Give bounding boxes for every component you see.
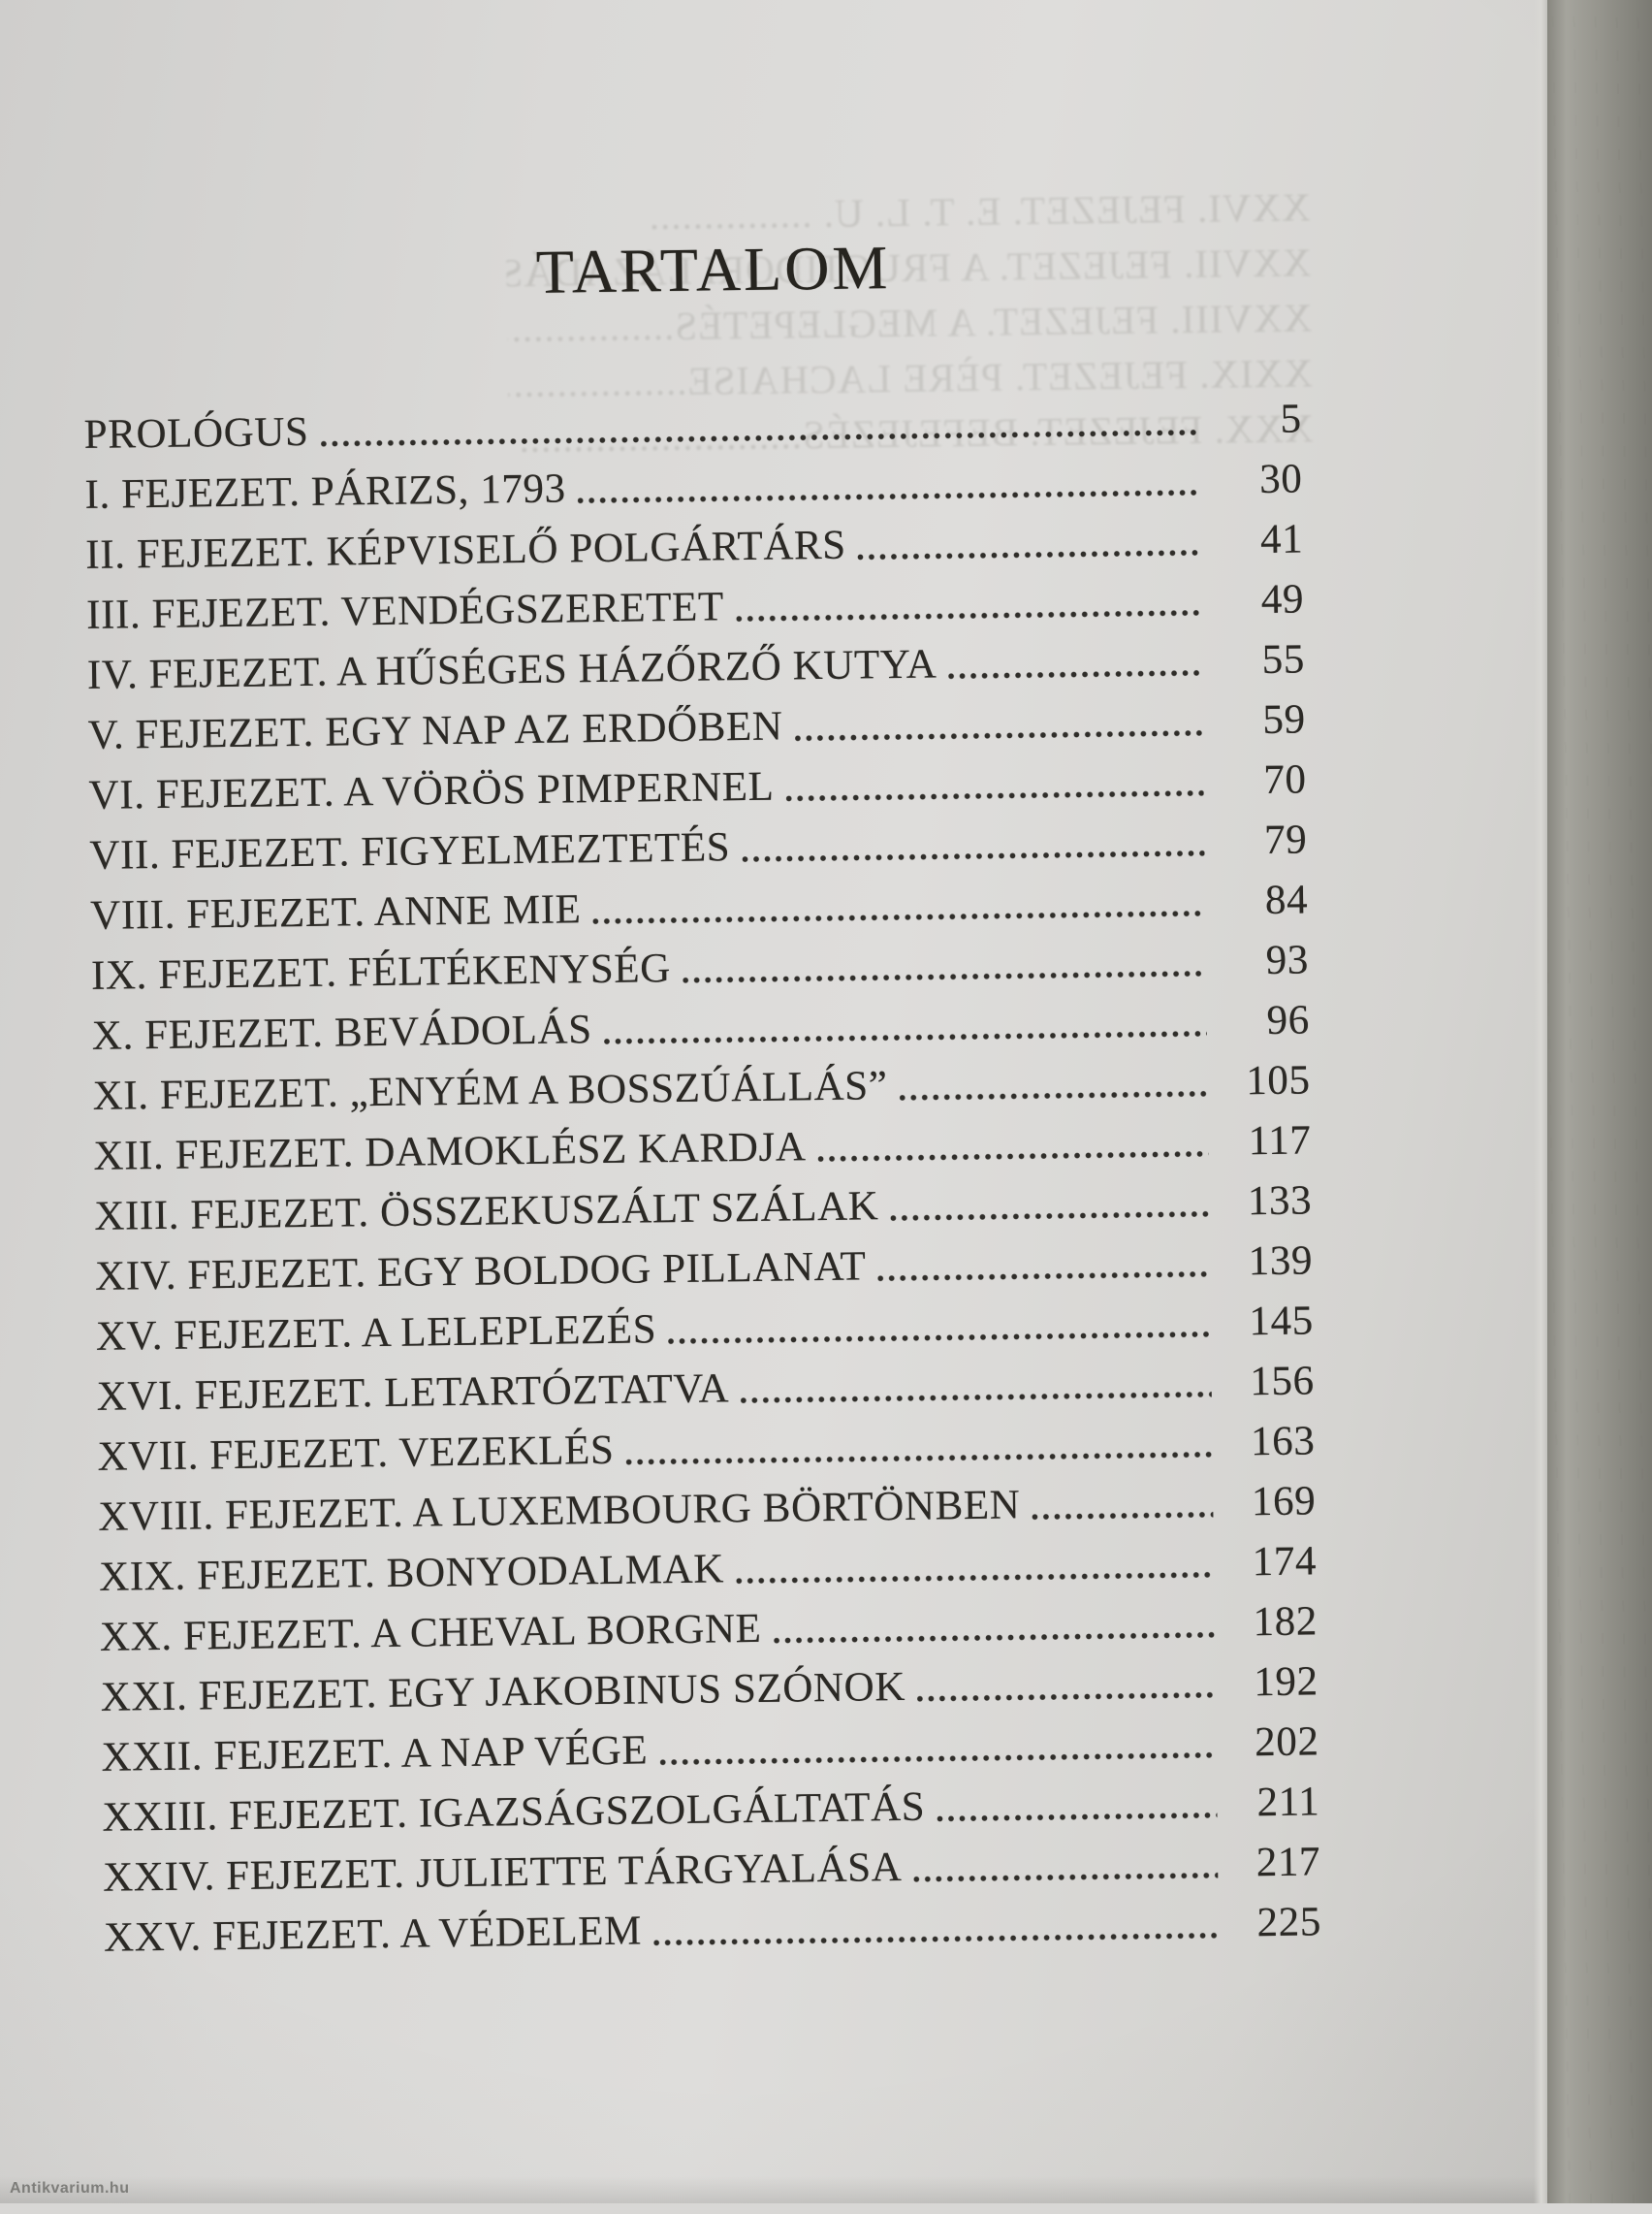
dot-leader (899, 1089, 1208, 1102)
toc-entry-page-number: 202 (1254, 1718, 1319, 1766)
toc-entry-label: V. FEJEZET. EGY NAP AZ ERDŐBEN (87, 703, 783, 758)
dot-leader (794, 728, 1203, 743)
dot-leader (773, 1630, 1216, 1645)
toc-entry-label: XII. FEJEZET. DAMOKLÉSZ KARDJA (93, 1124, 807, 1179)
scan-watermark: Antikvarium.hu (10, 2180, 130, 2197)
toc-entry-page-number: 174 (1252, 1538, 1318, 1586)
toc-entry-page-number: 145 (1249, 1298, 1315, 1345)
toc-entry-page-number: 59 (1262, 696, 1307, 744)
toc-entry-label: II. FEJEZET. KÉPVISELŐ POLGÁRTÁRS (85, 522, 847, 578)
toc-entry-label: XVIII. FEJEZET. A LUXEMBOURG BÖRTÖNBEN (98, 1482, 1021, 1540)
toc-entry-page-number: 93 (1265, 937, 1310, 984)
toc-entry-page-number: 41 (1259, 516, 1304, 563)
toc-entry-label: VII. FEJEZET. FIGYELMEZTETÉS (89, 824, 731, 879)
toc-entry-page-number: 211 (1256, 1779, 1320, 1826)
dot-leader (890, 1209, 1210, 1223)
dot-leader (682, 969, 1207, 984)
dot-leader (948, 668, 1203, 681)
toc-entry-page-number: 217 (1255, 1839, 1321, 1886)
dot-leader (817, 1149, 1209, 1164)
toc-entry-label: PROLÓGUS (83, 408, 309, 458)
toc-entry-page-number: 96 (1266, 997, 1311, 1044)
dot-leader (592, 909, 1206, 926)
toc-entry-page-number: 169 (1251, 1478, 1317, 1525)
toc-entry-label: XIX. FEJEZET. BONYODALMAK (98, 1546, 725, 1600)
toc-entry-page-number: 55 (1261, 636, 1306, 684)
toc-entry-label: III. FEJEZET. VENDÉGSZERETET (85, 584, 725, 638)
toc-entry-page-number: 192 (1254, 1658, 1318, 1706)
toc-entry-label: X. FEJEZET. BEVÁDOLÁS (91, 1007, 592, 1059)
dot-leader (937, 1811, 1218, 1823)
toc-entry-label: XIV. FEJEZET. EGY BOLDOG PILLANAT (94, 1243, 867, 1300)
toc-entry-page-number: 156 (1250, 1358, 1315, 1405)
dot-leader (320, 428, 1199, 448)
toc-entry-label: IX. FEJEZET. FÉLTÉKENYSÉG (90, 946, 672, 999)
dot-leader (735, 608, 1202, 624)
toc-entry-label: XVII. FEJEZET. VEZEKLÉS (97, 1427, 615, 1480)
toc-entry-label: I. FEJEZET. PÁRIZS, 1793 (84, 465, 566, 518)
toc-entry-page-number: 84 (1264, 877, 1309, 924)
book-fore-edge (1534, 0, 1652, 2203)
dot-leader (652, 1931, 1220, 1947)
toc-entry-label: XVI. FEJEZET. LETARTÓZTATVA (96, 1365, 730, 1420)
toc-entry-label: XXIII. FEJEZET. IGAZSÁGSZOLGÁLTATÁS (102, 1783, 926, 1841)
dot-leader (625, 1450, 1213, 1466)
toc-entry-page-number: 105 (1245, 1057, 1311, 1105)
table-of-contents: PROLÓGUS 5 I. FEJEZET. PÁRIZS, 1793 30 I… (83, 389, 1321, 1968)
toc-entry-page-number: 117 (1248, 1117, 1312, 1165)
toc-entry-label: XV. FEJEZET. A LELEPLEZÉS (95, 1306, 657, 1360)
dot-leader (659, 1750, 1217, 1767)
toc-entry-page-number: 133 (1247, 1177, 1313, 1225)
dot-leader (577, 488, 1200, 505)
toc-entry-page-number: 225 (1256, 1899, 1322, 1946)
toc-entry-label: IV. FEJEZET. A HŰSÉGES HÁZŐRZŐ KUTYA (86, 641, 937, 698)
toc-entry-label: XXI. FEJEZET. EGY JAKOBINUS SZÓNOK (100, 1663, 906, 1720)
toc-entry-label: VIII. FEJEZET. ANNE MIE (89, 886, 582, 939)
toc-entry-page-number: 163 (1250, 1418, 1316, 1465)
dot-leader (668, 1330, 1212, 1346)
dot-leader (913, 1871, 1219, 1883)
toc-entry-label: XXIV. FEJEZET. JULIETTE TÁRGYALÁSA (102, 1845, 903, 1901)
dot-leader (877, 1269, 1211, 1283)
toc-entry-page-number: 30 (1258, 456, 1303, 503)
toc-entry-page-number: 182 (1253, 1598, 1318, 1646)
toc-entry-label: XIII. FEJEZET. ÖSSZEKUSZÁLT SZÁLAK (93, 1183, 879, 1239)
dot-leader (736, 1570, 1215, 1586)
toc-entry-page-number: 79 (1263, 817, 1308, 864)
toc-entry-label: XXII. FEJEZET. A NAP VÉGE (101, 1727, 649, 1781)
dot-leader (1032, 1510, 1214, 1522)
toc-entry-page-number: 5 (1280, 396, 1302, 442)
toc-entry-label: XX. FEJEZET. A CHEVAL BORGNE (99, 1605, 762, 1660)
toc-entry-label: VI. FEJEZET. A VÖRÖS PIMPERNEL (88, 763, 775, 818)
page-bottom-shadow (0, 2176, 1545, 2203)
toc-entry-page-number: 139 (1248, 1237, 1314, 1285)
toc-entry-label: XXV. FEJEZET. A VÉDELEM (103, 1908, 643, 1961)
dot-leader (603, 1029, 1207, 1045)
page-title: TARTALOM (535, 233, 891, 306)
dot-leader (917, 1690, 1216, 1703)
toc-entry-page-number: 49 (1260, 576, 1305, 624)
dot-leader (785, 788, 1204, 803)
toc-entry-label: XI. FEJEZET. „ENYÉM A BOSSZÚÁLLÁS” (92, 1063, 888, 1119)
toc-entry-page-number: 70 (1263, 756, 1307, 804)
dot-leader (742, 849, 1205, 864)
dot-leader (741, 1390, 1212, 1405)
dot-leader (857, 548, 1201, 562)
